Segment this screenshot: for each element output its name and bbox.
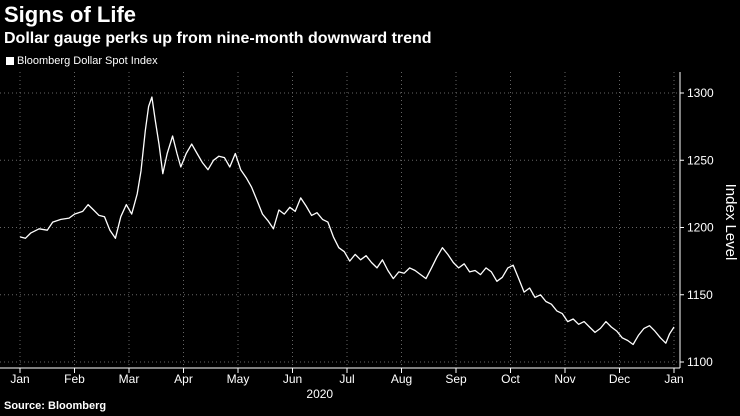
y-tick-label: 1100	[687, 355, 713, 369]
x-tick-label: Jan	[664, 372, 683, 386]
source-note: Source: Bloomberg	[4, 400, 107, 412]
x-tick-label: Sep	[445, 372, 467, 386]
x-tick-label: Dec	[609, 372, 630, 386]
x-tick-label: May	[227, 372, 250, 386]
x-axis-label: 2020	[306, 387, 333, 401]
x-tick-label: Oct	[501, 372, 520, 386]
chart-subtitle: Dollar gauge perks up from nine-month do…	[4, 30, 432, 47]
y-tick-label: 1150	[687, 288, 713, 302]
y-tick-label: 1300	[687, 86, 714, 100]
x-tick-label: Jun	[283, 372, 302, 386]
x-tick-label: Mar	[119, 372, 140, 386]
x-tick-label: Nov	[554, 372, 575, 386]
x-tick-label: Aug	[391, 372, 412, 386]
y-tick-label: 1250	[687, 153, 714, 167]
legend-swatch	[6, 57, 14, 65]
legend-label: Bloomberg Dollar Spot Index	[17, 55, 158, 67]
x-tick-label: Jul	[339, 372, 354, 386]
chart-title: Signs of Life	[4, 2, 136, 27]
y-tick-label: 1200	[687, 221, 714, 235]
x-tick-label: Jan	[10, 372, 29, 386]
x-tick-label: Feb	[64, 372, 85, 386]
x-tick-label: Apr	[174, 372, 193, 386]
legend: Bloomberg Dollar Spot Index	[6, 55, 158, 67]
y-axis-label: Index Level	[722, 184, 739, 261]
series-line-dollar-index	[19, 96, 675, 346]
